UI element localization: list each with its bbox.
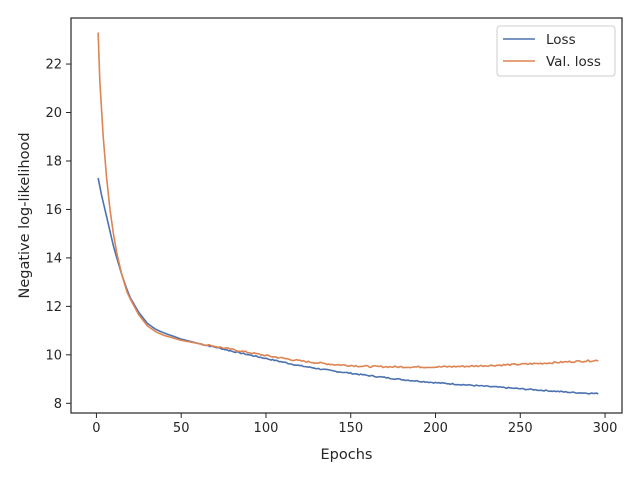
x-tick-label: 150 — [338, 421, 363, 436]
y-axis-label: Negative log-likelihood — [17, 132, 33, 298]
legend: Loss Val. loss — [496, 25, 616, 77]
y-axis-ticks: 8 10 12 14 16 18 20 22 — [45, 58, 71, 412]
y-tick-label: 18 — [45, 154, 62, 169]
y-tick-label: 8 — [54, 397, 62, 412]
y-tick-label: 14 — [45, 251, 62, 266]
legend-label-loss: Loss — [546, 32, 576, 48]
x-tick-label: 200 — [423, 421, 448, 436]
plot-frame — [70, 17, 623, 414]
y-tick-label: 20 — [45, 106, 62, 121]
y-tick-label: 16 — [45, 203, 62, 218]
legend-label-val-loss: Val. loss — [546, 54, 601, 70]
series-line-loss — [97, 177, 599, 395]
x-tick-label: 50 — [173, 421, 190, 436]
x-tick-label: 300 — [593, 421, 618, 436]
y-tick-label: 10 — [45, 348, 62, 363]
series-line-val-loss — [97, 32, 599, 369]
x-tick-label: 250 — [508, 421, 533, 436]
x-axis-ticks: 0 50 100 150 200 250 300 — [92, 413, 617, 436]
series-layer — [97, 32, 599, 395]
y-tick-label: 12 — [45, 300, 62, 315]
x-tick-label: 0 — [92, 421, 100, 436]
x-axis-label: Epochs — [321, 447, 373, 463]
y-tick-label: 22 — [45, 58, 62, 73]
x-tick-label: 100 — [254, 421, 279, 436]
